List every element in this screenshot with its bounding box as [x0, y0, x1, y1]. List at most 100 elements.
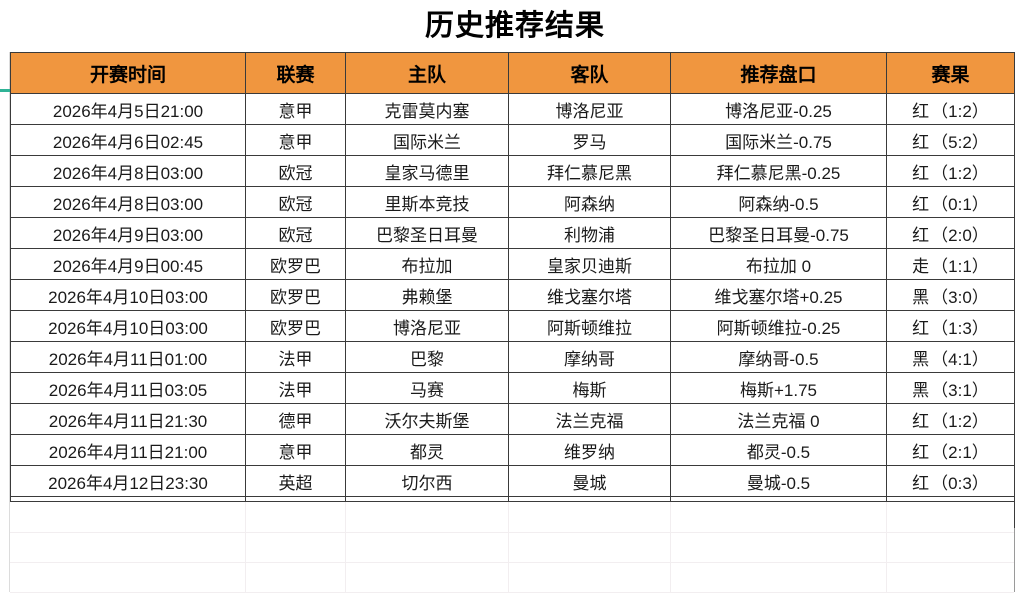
cell-home[interactable]: 巴黎 — [345, 341, 509, 373]
cell-time[interactable]: 2026年4月11日01:00 — [10, 341, 246, 373]
cell-result[interactable]: 红（0:3） — [886, 465, 1015, 497]
cell-line[interactable]: 布拉加 0 — [670, 248, 887, 280]
table-row[interactable]: 2026年4月10日03:00 欧罗巴 博洛尼亚 阿斯顿维拉 阿斯顿维拉-0.25 红（1… — [10, 310, 1015, 342]
cell-time[interactable]: 2026年4月9日03:00 — [10, 217, 246, 249]
cell-line[interactable]: 国际米兰-0.75 — [670, 124, 887, 156]
cell-league[interactable]: 欧冠 — [245, 186, 346, 218]
cell-league[interactable]: 意甲 — [245, 93, 346, 125]
cell-home[interactable]: 克雷莫内塞 — [345, 93, 509, 125]
cell-time[interactable]: 2026年4月9日00:45 — [10, 248, 246, 280]
cell-league[interactable]: 英超 — [245, 465, 346, 497]
table-row[interactable]: 2026年4月11日03:05 法甲 马赛 梅斯 梅斯+1.75 黑（3:1） — [10, 372, 1015, 404]
cell-league[interactable]: 欧冠 — [245, 217, 346, 249]
cell-league[interactable]: 德甲 — [245, 403, 346, 435]
cell-time[interactable]: 2026年4月10日03:00 — [10, 279, 246, 311]
column-header-league[interactable]: 联赛 — [245, 52, 346, 94]
cell-time[interactable]: 2026年4月8日03:00 — [10, 155, 246, 187]
column-header-home[interactable]: 主队 — [345, 52, 509, 94]
table-row[interactable]: 2026年4月12日23:30 英超 切尔西 曼城 曼城-0.5 红（0:3） — [10, 465, 1015, 497]
cell-away[interactable]: 利物浦 — [508, 217, 671, 249]
column-header-line[interactable]: 推荐盘口 — [670, 52, 887, 94]
cell-time[interactable]: 2026年4月12日23:30 — [10, 465, 246, 497]
cell-result[interactable]: 走（1:1） — [886, 248, 1015, 280]
cell-result[interactable]: 黑（3:0） — [886, 279, 1015, 311]
table-row[interactable]: 2026年4月8日03:00 欧冠 皇家马德里 拜仁慕尼黑 拜仁慕尼黑-0.25 红（1:… — [10, 155, 1015, 187]
cell-away[interactable]: 摩纳哥 — [508, 341, 671, 373]
column-header-time[interactable]: 开赛时间 — [10, 52, 246, 94]
cell-result[interactable]: 红（5:2） — [886, 124, 1015, 156]
cell-time[interactable]: 2026年4月11日21:00 — [10, 434, 246, 466]
cell-time[interactable]: 2026年4月11日03:05 — [10, 372, 246, 404]
cell-home[interactable]: 布拉加 — [345, 248, 509, 280]
column-header-away[interactable]: 客队 — [508, 52, 671, 94]
table-row[interactable]: 2026年4月11日21:00 意甲 都灵 维罗纳 都灵-0.5 红（2:1） — [10, 434, 1015, 466]
cell-line[interactable]: 摩纳哥-0.5 — [670, 341, 887, 373]
cell-time[interactable]: 2026年4月6日02:45 — [10, 124, 246, 156]
empty-gridline-column — [508, 502, 509, 592]
cell-home[interactable]: 沃尔夫斯堡 — [345, 403, 509, 435]
cell-time[interactable]: 2026年4月5日21:00 — [10, 93, 246, 125]
cell-home[interactable]: 博洛尼亚 — [345, 310, 509, 342]
table-row[interactable]: 2026年4月9日00:45 欧罗巴 布拉加 皇家贝迪斯 布拉加 0 走（1:1） — [10, 248, 1015, 280]
cell-league[interactable]: 法甲 — [245, 372, 346, 404]
cell-line[interactable]: 博洛尼亚-0.25 — [670, 93, 887, 125]
cell-result[interactable]: 黑（3:1） — [886, 372, 1015, 404]
cell-result[interactable]: 红（1:3） — [886, 310, 1015, 342]
cell-league[interactable]: 欧罗巴 — [245, 279, 346, 311]
cell-result[interactable]: 红（1:2） — [886, 155, 1015, 187]
cell-league[interactable]: 欧罗巴 — [245, 248, 346, 280]
cell-league[interactable]: 意甲 — [245, 124, 346, 156]
cell-league[interactable]: 欧冠 — [245, 155, 346, 187]
cell-away[interactable]: 罗马 — [508, 124, 671, 156]
table-row[interactable]: 2026年4月10日03:00 欧罗巴 弗赖堡 维戈塞尔塔 维戈塞尔塔+0.25 黑（3:… — [10, 279, 1015, 311]
cell-home[interactable]: 巴黎圣日耳曼 — [345, 217, 509, 249]
cell-away[interactable]: 梅斯 — [508, 372, 671, 404]
cell-home[interactable]: 马赛 — [345, 372, 509, 404]
cell-line[interactable]: 巴黎圣日耳曼-0.75 — [670, 217, 887, 249]
cell-line[interactable]: 阿森纳-0.5 — [670, 186, 887, 218]
cell-league[interactable]: 欧罗巴 — [245, 310, 346, 342]
cell-line[interactable]: 维戈塞尔塔+0.25 — [670, 279, 887, 311]
cell-line[interactable]: 阿斯顿维拉-0.25 — [670, 310, 887, 342]
cell-time[interactable]: 2026年4月8日03:00 — [10, 186, 246, 218]
cell-away[interactable]: 法兰克福 — [508, 403, 671, 435]
cell-away[interactable]: 维戈塞尔塔 — [508, 279, 671, 311]
table-row[interactable]: 2026年4月5日21:00 意甲 克雷莫内塞 博洛尼亚 博洛尼亚-0.25 红（1:2） — [10, 93, 1015, 125]
table-row[interactable]: 2026年4月11日21:30 德甲 沃尔夫斯堡 法兰克福 法兰克福 0 红（1:2） — [10, 403, 1015, 435]
cell-line[interactable]: 梅斯+1.75 — [670, 372, 887, 404]
cell-line[interactable]: 法兰克福 0 — [670, 403, 887, 435]
table-row[interactable]: 2026年4月11日01:00 法甲 巴黎 摩纳哥 摩纳哥-0.5 黑（4:1） — [10, 341, 1015, 373]
cell-home[interactable]: 国际米兰 — [345, 124, 509, 156]
cell-away[interactable]: 博洛尼亚 — [508, 93, 671, 125]
cell-away[interactable]: 阿森纳 — [508, 186, 671, 218]
column-header-result[interactable]: 赛果 — [886, 52, 1015, 94]
table-row[interactable]: 2026年4月9日03:00 欧冠 巴黎圣日耳曼 利物浦 巴黎圣日耳曼-0.75 红（2:… — [10, 217, 1015, 249]
cell-league[interactable]: 法甲 — [245, 341, 346, 373]
cell-result[interactable]: 红（0:1） — [886, 186, 1015, 218]
cell-home[interactable]: 皇家马德里 — [345, 155, 509, 187]
cell-time[interactable]: 2026年4月11日21:30 — [10, 403, 246, 435]
cell-away[interactable]: 阿斯顿维拉 — [508, 310, 671, 342]
cell-away[interactable]: 拜仁慕尼黑 — [508, 155, 671, 187]
cell-home[interactable]: 里斯本竞技 — [345, 186, 509, 218]
cell-result[interactable]: 红（2:1） — [886, 434, 1015, 466]
cell-result[interactable]: 红（1:2） — [886, 403, 1015, 435]
cell-result[interactable]: 红（2:0） — [886, 217, 1015, 249]
cell-line[interactable]: 拜仁慕尼黑-0.25 — [670, 155, 887, 187]
cell-home[interactable]: 弗赖堡 — [345, 279, 509, 311]
cell-away[interactable]: 维罗纳 — [508, 434, 671, 466]
table-row[interactable]: 2026年4月6日02:45 意甲 国际米兰 罗马 国际米兰-0.75 红（5:2） — [10, 124, 1015, 156]
cell-result[interactable]: 红（1:2） — [886, 93, 1015, 125]
cell-line[interactable]: 都灵-0.5 — [670, 434, 887, 466]
table-row[interactable]: 2026年4月8日03:00 欧冠 里斯本竞技 阿森纳 阿森纳-0.5 红（0:1） — [10, 186, 1015, 218]
empty-cells-area[interactable] — [10, 502, 1014, 593]
cell-league[interactable]: 意甲 — [245, 434, 346, 466]
cell-line[interactable]: 曼城-0.5 — [670, 465, 887, 497]
cell-away[interactable]: 曼城 — [508, 465, 671, 497]
result-mark: 红 — [912, 318, 930, 338]
cell-home[interactable]: 切尔西 — [345, 465, 509, 497]
cell-home[interactable]: 都灵 — [345, 434, 509, 466]
cell-result[interactable]: 黑（4:1） — [886, 341, 1015, 373]
cell-away[interactable]: 皇家贝迪斯 — [508, 248, 671, 280]
cell-time[interactable]: 2026年4月10日03:00 — [10, 310, 246, 342]
